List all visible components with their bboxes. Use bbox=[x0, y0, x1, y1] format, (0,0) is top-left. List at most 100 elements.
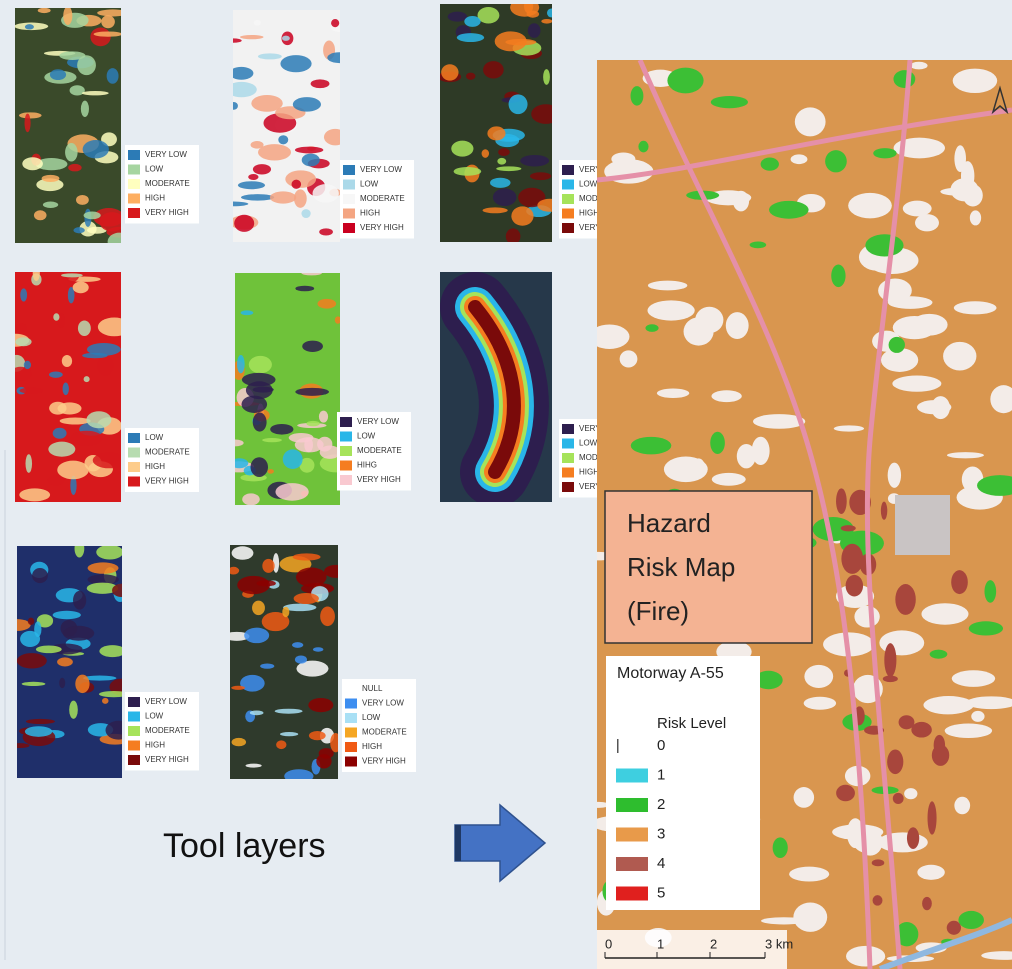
high-risk-area bbox=[911, 721, 932, 738]
legend-swatch bbox=[562, 424, 574, 434]
patch bbox=[245, 763, 262, 768]
patch bbox=[25, 718, 55, 725]
forest-area bbox=[630, 86, 644, 106]
high-risk-area bbox=[872, 895, 883, 906]
thumbnail-image bbox=[235, 273, 340, 505]
patch bbox=[250, 141, 264, 149]
legend-swatch bbox=[128, 755, 140, 765]
map-title-line: Hazard bbox=[627, 508, 711, 538]
patch bbox=[262, 558, 275, 573]
patch bbox=[251, 94, 283, 112]
patch bbox=[106, 68, 119, 84]
patch bbox=[33, 210, 47, 221]
legend-swatch bbox=[128, 447, 140, 458]
patch bbox=[508, 94, 528, 115]
patch bbox=[75, 674, 90, 694]
patch bbox=[316, 754, 332, 769]
patch bbox=[63, 8, 73, 26]
patch bbox=[82, 140, 109, 159]
patch bbox=[17, 743, 30, 749]
patch bbox=[318, 410, 329, 423]
patch bbox=[537, 198, 552, 212]
thumbnail-image bbox=[17, 546, 122, 778]
patch bbox=[295, 387, 330, 396]
layer-thumbnail: VERY LOW LOW MODERATE HIHG VERY HIGH bbox=[235, 273, 411, 505]
legend-label: LOW bbox=[357, 432, 376, 441]
patch bbox=[236, 354, 245, 374]
patch bbox=[22, 157, 43, 171]
patch bbox=[451, 140, 474, 157]
patch bbox=[295, 285, 315, 292]
urban-area bbox=[656, 388, 690, 398]
legend-label: 5 bbox=[657, 884, 665, 901]
patch bbox=[19, 488, 51, 502]
legend-label: VERY HIGH bbox=[360, 223, 404, 232]
legend-label: VERY HIGH bbox=[362, 757, 406, 766]
patch bbox=[27, 617, 35, 625]
patch bbox=[308, 697, 334, 713]
patch bbox=[234, 214, 255, 232]
patch bbox=[93, 31, 121, 37]
legend-swatch bbox=[340, 431, 352, 442]
buffer-band bbox=[468, 300, 521, 479]
patch bbox=[48, 441, 76, 457]
patch bbox=[233, 81, 257, 98]
patch bbox=[68, 163, 82, 172]
north-arrow bbox=[991, 85, 1009, 115]
urban-area bbox=[790, 154, 808, 165]
legend-label: VERY LOW bbox=[362, 699, 404, 708]
legend-label: VERY HIGH bbox=[357, 475, 401, 484]
patch bbox=[496, 166, 522, 172]
urban-area bbox=[711, 472, 746, 486]
patch bbox=[252, 412, 267, 432]
legend-swatch bbox=[562, 467, 574, 478]
forest-area bbox=[984, 580, 997, 603]
patch bbox=[301, 209, 311, 219]
patch bbox=[20, 630, 41, 647]
patch bbox=[15, 366, 32, 381]
patch bbox=[70, 475, 77, 495]
patch bbox=[282, 606, 290, 618]
thumbnail-image bbox=[15, 8, 121, 243]
layer-legend: VERY LOW LOW MODERATE HIGH VERY HIGH bbox=[125, 692, 199, 771]
legend-swatch bbox=[616, 827, 648, 842]
urban-area bbox=[944, 723, 993, 739]
legend-label: 0 bbox=[657, 737, 665, 754]
urban-area bbox=[962, 184, 983, 207]
high-risk-area bbox=[927, 801, 937, 835]
legend-swatch bbox=[343, 179, 355, 190]
forest-area bbox=[929, 649, 948, 659]
patch bbox=[256, 580, 276, 587]
patch bbox=[99, 690, 122, 698]
urban-area bbox=[953, 301, 997, 315]
map-title-line: (Fire) bbox=[627, 596, 689, 626]
legend-label: MODERATE bbox=[145, 726, 190, 735]
legend-label: VERY LOW bbox=[360, 165, 402, 174]
patch bbox=[101, 15, 115, 29]
layer-legend: VERY LOW LOW MODERATE HIHG VERY HIGH bbox=[337, 412, 411, 491]
patch bbox=[90, 27, 111, 47]
patch bbox=[15, 323, 27, 334]
river bbox=[878, 917, 1012, 969]
legend-swatch bbox=[128, 476, 140, 487]
patch bbox=[497, 157, 507, 165]
arrow bbox=[454, 803, 547, 883]
legend-label: VERY HIGH bbox=[145, 477, 189, 486]
high-risk-area bbox=[946, 920, 962, 935]
patch bbox=[62, 625, 95, 641]
patch bbox=[35, 645, 62, 654]
patch bbox=[87, 562, 119, 574]
forest-area bbox=[769, 200, 809, 219]
legend-swatch bbox=[616, 886, 648, 901]
urban-area bbox=[619, 350, 638, 368]
patch bbox=[37, 8, 51, 14]
urban-area bbox=[794, 107, 826, 137]
patch bbox=[511, 206, 534, 226]
patch bbox=[294, 655, 307, 664]
patch bbox=[301, 153, 320, 167]
patch bbox=[36, 178, 64, 192]
thumbnail-image bbox=[15, 272, 121, 502]
urban-area bbox=[804, 664, 834, 688]
high-risk-area bbox=[880, 501, 888, 520]
thumbnail-image bbox=[440, 4, 552, 242]
